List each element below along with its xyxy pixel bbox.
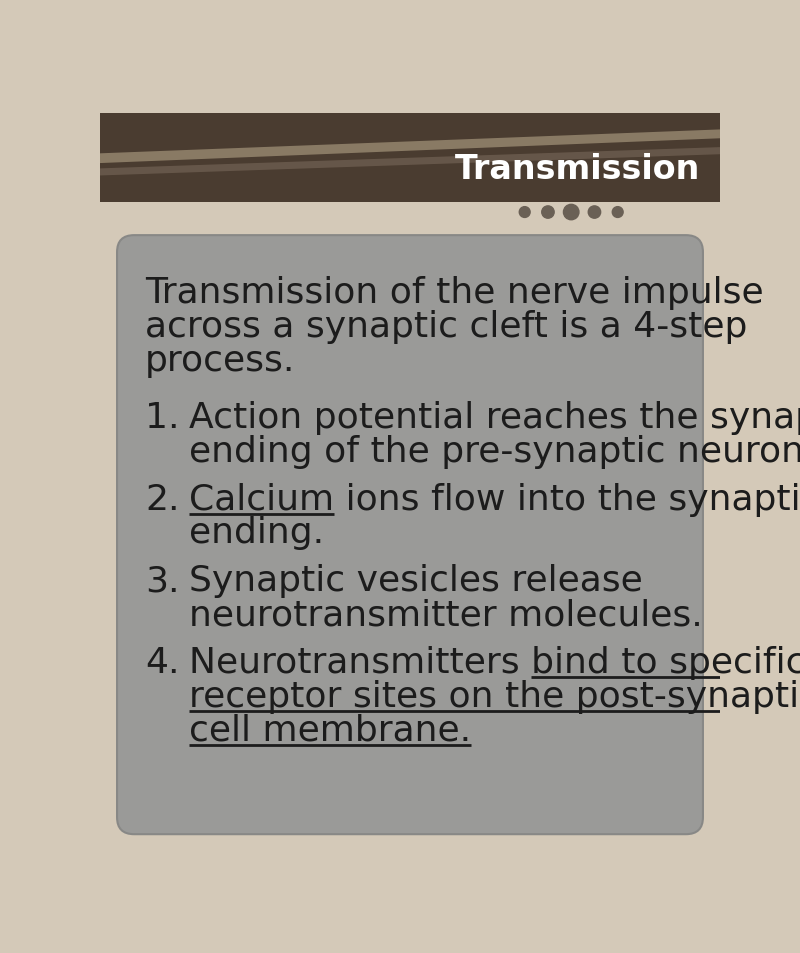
Text: Transmission: Transmission	[455, 152, 701, 186]
Text: neurotransmitter molecules.: neurotransmitter molecules.	[189, 598, 703, 632]
Circle shape	[542, 207, 554, 219]
Text: process.: process.	[145, 344, 295, 377]
Polygon shape	[100, 114, 720, 203]
Text: ending.: ending.	[189, 516, 324, 550]
Polygon shape	[100, 148, 720, 176]
Text: Neurotransmitters bind to specific: Neurotransmitters bind to specific	[189, 645, 800, 679]
Circle shape	[519, 208, 530, 218]
Text: cell membrane.: cell membrane.	[189, 713, 471, 747]
Circle shape	[612, 208, 623, 218]
Text: receptor sites on the post-synaptic: receptor sites on the post-synaptic	[189, 679, 800, 713]
Text: Synaptic vesicles release: Synaptic vesicles release	[189, 563, 643, 598]
Text: 2.: 2.	[145, 482, 179, 516]
Text: Calcium ions flow into the synaptic: Calcium ions flow into the synaptic	[189, 482, 800, 516]
Text: 3.: 3.	[145, 563, 179, 598]
FancyBboxPatch shape	[117, 236, 703, 834]
Circle shape	[563, 205, 579, 220]
Circle shape	[588, 207, 601, 219]
Text: 4.: 4.	[145, 645, 179, 679]
Text: ending of the pre-synaptic neuron.: ending of the pre-synaptic neuron.	[189, 435, 800, 468]
Text: Action potential reaches the synaptic: Action potential reaches the synaptic	[189, 400, 800, 435]
Text: 1.: 1.	[145, 400, 179, 435]
Text: across a synaptic cleft is a 4-step: across a synaptic cleft is a 4-step	[145, 310, 747, 344]
Polygon shape	[100, 131, 720, 164]
Text: Transmission of the nerve impulse: Transmission of the nerve impulse	[145, 275, 763, 310]
